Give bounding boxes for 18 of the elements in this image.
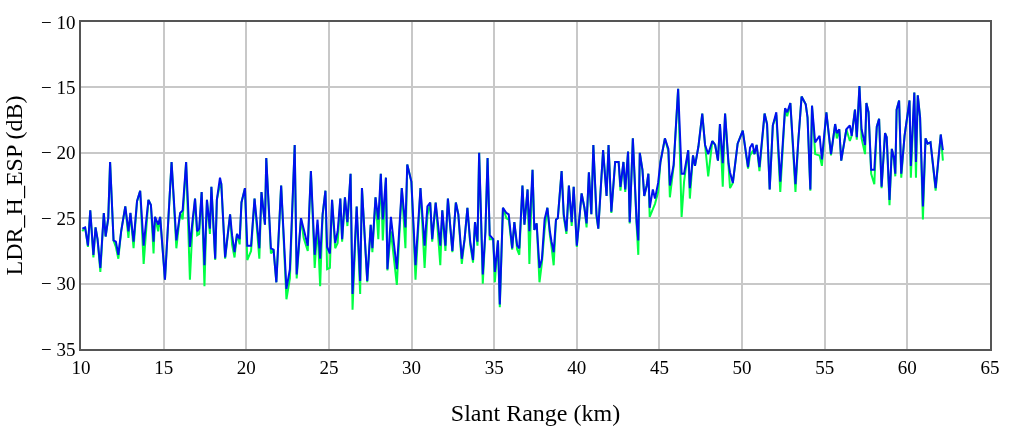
- y-tick-label: − 20: [40, 142, 76, 164]
- x-tick-label: 30: [402, 356, 422, 378]
- x-tick-label: 60: [897, 356, 917, 378]
- y-axis-title: LDR_H_ESP (dB): [0, 95, 27, 276]
- x-tick-label: 50: [732, 356, 752, 378]
- x-tick-label: 65: [980, 356, 1000, 378]
- x-tick-label: 55: [815, 356, 835, 378]
- x-tick-label: 25: [319, 356, 339, 378]
- y-tick-label: − 10: [40, 11, 76, 33]
- x-tick-label: 45: [649, 356, 669, 378]
- x-tick-label: 20: [236, 356, 256, 378]
- x-tick-label: 15: [154, 356, 174, 378]
- y-tick-label: − 30: [40, 273, 76, 295]
- x-axis-title: Slant Range (km): [450, 400, 621, 427]
- x-tick-label: 40: [567, 356, 587, 378]
- y-tick-label: − 15: [40, 77, 76, 99]
- y-tick-label: − 25: [40, 207, 76, 229]
- x-tick-label: 35: [484, 356, 504, 378]
